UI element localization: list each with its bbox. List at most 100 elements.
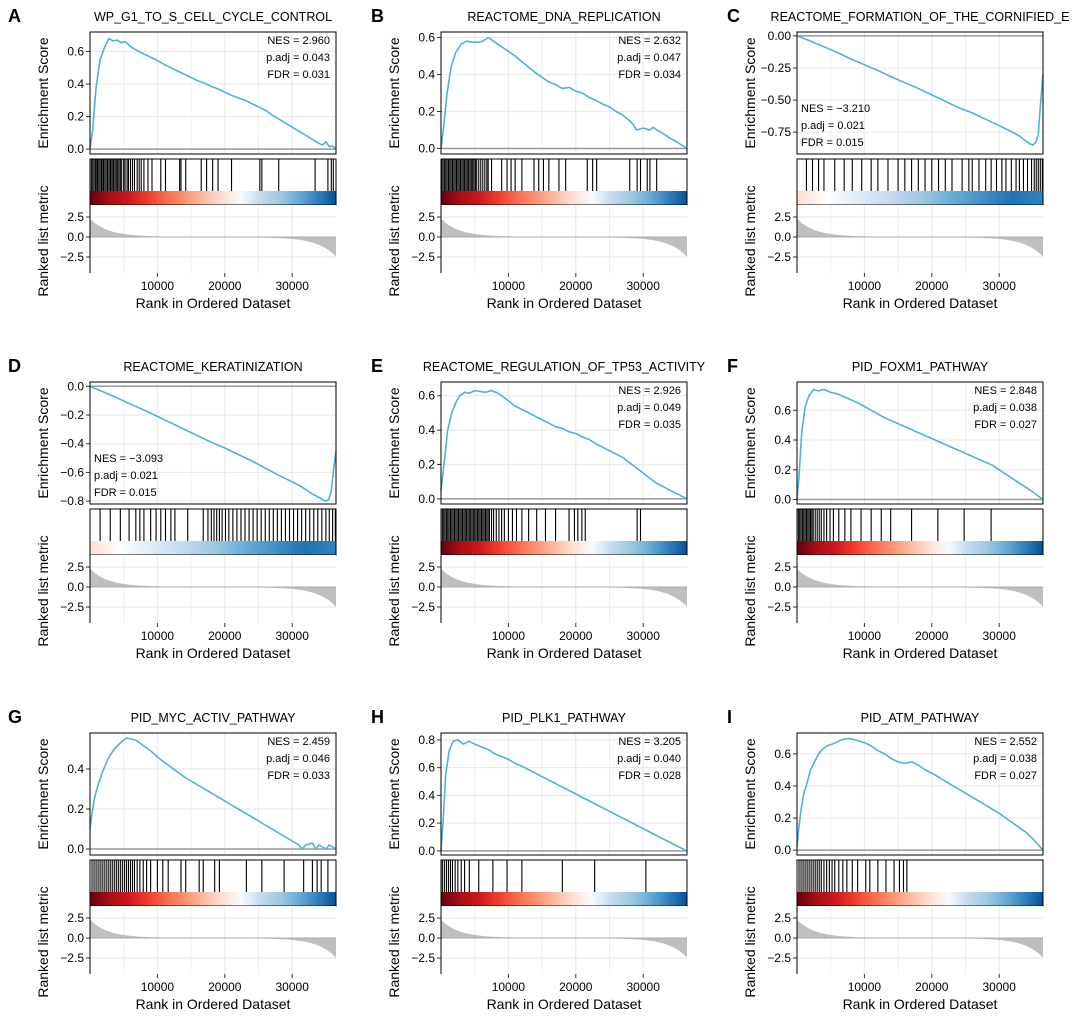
nes-value: NES = 2.459 [267, 736, 330, 748]
es-y-tick-label: 0.8 [418, 733, 435, 747]
nes-value: NES = 2.632 [618, 35, 681, 47]
panel-i: I PID_ATM_PATHWAY 0.0 0.2 0.4 0.6 NES = 2.552 p… [727, 707, 1044, 1012]
es-curve [89, 385, 337, 502]
fdr-value: FDR = 0.015 [94, 487, 157, 499]
es-y-tick-label: 0.0 [774, 843, 791, 857]
rank-y-axis-label: Ranked list metric [386, 185, 402, 296]
x-tick-label: 30000 [983, 980, 1017, 994]
x-tick-label: 20000 [208, 279, 242, 293]
ranked-metric-area [90, 568, 336, 607]
rank-heatmap-strip [797, 191, 1043, 205]
es-y-tick-label: 0.4 [418, 788, 435, 802]
panel-label: H [371, 707, 384, 727]
panel-title: REACTOME_DNA_REPLICATION [467, 10, 660, 24]
padj-value: p.adj = 0.043 [266, 52, 330, 64]
es-y-tick-label: 0.2 [774, 811, 791, 825]
padj-value: p.adj = 0.049 [617, 402, 681, 414]
es-y-tick-label: 0.00 [768, 29, 792, 43]
es-y-tick-label: 0.2 [67, 110, 84, 124]
nes-value: NES = 2.552 [974, 736, 1037, 748]
x-axis-label: Rank in Ordered Dataset [487, 996, 642, 1012]
es-y-tick-label: 0.6 [774, 747, 791, 761]
es-y-tick-label: 0.6 [418, 761, 435, 775]
es-y-tick-label: 0.0 [774, 493, 791, 507]
rank-y-tick-label: −2.5 [411, 600, 435, 614]
es-y-tick-label: −0.6 [60, 465, 84, 479]
x-tick-label: 30000 [983, 279, 1017, 293]
es-y-tick-label: 0.0 [67, 142, 84, 156]
es-y-axis-label: Enrichment Score [386, 387, 402, 498]
es-curve [89, 37, 337, 150]
panel-label: B [371, 6, 384, 26]
rank-y-tick-label: −2.5 [411, 250, 435, 264]
x-tick-label: 30000 [276, 980, 310, 994]
es-y-axis-label: Enrichment Score [386, 738, 402, 849]
rank-y-tick-label: 2.5 [418, 210, 435, 224]
panel-f: F PID_FOXM1_PATHWAY 0.0 0.2 0.4 0.6 NES = 2.84… [727, 356, 1044, 661]
es-curve [796, 388, 1044, 501]
x-tick-label: 30000 [276, 279, 310, 293]
panel-label: F [727, 356, 738, 376]
es-y-tick-label: 0.4 [418, 423, 435, 437]
es-plot-background [441, 733, 687, 855]
rank-y-tick-label: 0.0 [67, 230, 84, 244]
x-axis-label: Rank in Ordered Dataset [487, 645, 642, 661]
panel-title: WP_G1_TO_S_CELL_CYCLE_CONTROL [94, 10, 332, 24]
es-y-axis-label: Enrichment Score [35, 738, 51, 849]
rank-y-axis-label: Ranked list metric [386, 535, 402, 646]
rank-y-tick-label: 2.5 [418, 911, 435, 925]
rank-y-axis-label: Ranked list metric [35, 185, 51, 296]
es-plot-border [89, 381, 337, 505]
es-y-tick-label: 0.4 [774, 779, 791, 793]
x-tick-label: 20000 [559, 629, 593, 643]
rank-y-tick-label: −2.5 [767, 250, 791, 264]
rank-y-tick-label: 0.0 [774, 230, 791, 244]
es-plot-background [797, 733, 1043, 855]
es-y-tick-label: 0.2 [418, 816, 435, 830]
es-y-tick-label: 0.0 [418, 492, 435, 506]
rank-heatmap-strip [441, 541, 687, 555]
x-tick-label: 20000 [915, 980, 949, 994]
nes-value: NES = −3.210 [801, 103, 870, 115]
es-plot-background [441, 32, 687, 154]
es-y-tick-label: −0.2 [60, 408, 84, 422]
es-y-tick-label: 0.2 [67, 802, 84, 816]
x-tick-label: 30000 [627, 980, 661, 994]
es-y-tick-label: −0.8 [60, 494, 84, 508]
es-y-tick-label: 0.2 [418, 104, 435, 118]
padj-value: p.adj = 0.047 [617, 52, 681, 64]
es-plot-background [441, 382, 687, 504]
rank-heatmap-strip [797, 541, 1043, 555]
rank-y-tick-label: −2.5 [767, 600, 791, 614]
x-tick-label: 10000 [848, 980, 882, 994]
nes-value: NES = 2.960 [267, 35, 330, 47]
panel-label: D [8, 356, 21, 376]
es-curve [440, 36, 688, 150]
ranked-metric-area [797, 568, 1043, 607]
padj-value: p.adj = 0.046 [266, 753, 330, 765]
es-curve [89, 737, 337, 850]
es-y-axis-label: Enrichment Score [742, 37, 758, 148]
rank-y-axis-label: Ranked list metric [742, 535, 758, 646]
panel-title: PID_FOXM1_PATHWAY [852, 360, 989, 374]
fdr-value: FDR = 0.034 [618, 69, 681, 81]
panel-label: I [727, 707, 732, 727]
x-tick-label: 10000 [492, 980, 526, 994]
padj-value: p.adj = 0.038 [973, 402, 1037, 414]
x-axis-label: Rank in Ordered Dataset [487, 295, 642, 311]
panel-title: REACTOME_REGULATION_OF_TP53_ACTIVITY [423, 360, 706, 374]
x-tick-label: 10000 [141, 980, 175, 994]
panel-a: A WP_G1_TO_S_CELL_CYCLE_CONTROL 0.0 0.2 0.4 0… [8, 6, 337, 311]
nes-value: NES = −3.093 [94, 453, 163, 465]
rank-y-tick-label: −2.5 [411, 951, 435, 965]
nes-value: NES = 3.205 [618, 736, 681, 748]
x-tick-label: 30000 [627, 629, 661, 643]
es-y-tick-label: −0.75 [761, 125, 792, 139]
x-tick-label: 20000 [915, 279, 949, 293]
es-plot-border [89, 31, 337, 155]
rank-y-axis-label: Ranked list metric [35, 886, 51, 997]
x-tick-label: 20000 [208, 980, 242, 994]
panel-label: E [371, 356, 383, 376]
es-y-tick-label: 0.2 [418, 457, 435, 471]
panel-title: PID_ATM_PATHWAY [861, 711, 980, 725]
